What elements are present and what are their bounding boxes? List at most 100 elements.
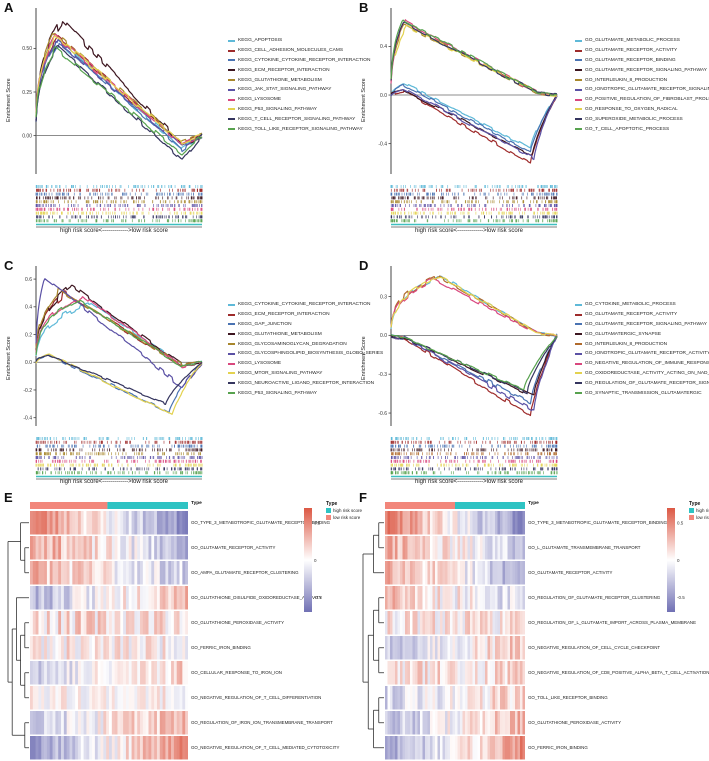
legend-item: KEGG_JAK_STAT_SIGNALING_PATHWAY — [228, 85, 370, 95]
legend-swatch — [575, 88, 582, 91]
gene-set-name: KEGG_LYSOSOME — [238, 361, 282, 367]
rug-row — [390, 444, 558, 448]
es-curve — [35, 278, 203, 388]
legend-item: GO_CYTOKINE_METABOLIC_PROCESS — [575, 300, 709, 310]
rug-row — [35, 211, 203, 215]
legend-item: GO_GLUTAMATE_RECEPTOR_SIGNALING_PATHWAY — [575, 65, 709, 75]
legend-item: GO_GLUTAMATERGIC_SYNAPSE — [575, 329, 709, 339]
svg-text:0.0: 0.0 — [380, 333, 387, 339]
panel-letter: B — [359, 0, 369, 15]
annotation-title: Type — [528, 501, 539, 506]
svg-text:-0.4: -0.4 — [23, 415, 32, 421]
svg-text:-0.3: -0.3 — [378, 372, 387, 378]
panel-c: C Enrichment Score 0.6 0.4 0.2 0.0 -0.2 -0.4 … — [0, 258, 383, 488]
heatmap-row-label: GO_GLUTAMATE_RECEPTOR_ACTIVITY — [191, 545, 276, 550]
rug-row — [36, 437, 203, 440]
svg-text:0.4: 0.4 — [25, 305, 32, 311]
type-legend-title: Type — [689, 501, 701, 507]
rug-row — [35, 440, 203, 444]
legend-item: GO_RESPONSE_TO_OXYGEN_RADICAL — [575, 105, 709, 115]
annotation-segment — [30, 502, 108, 509]
svg-text:0.00: 0.00 — [22, 133, 32, 139]
heatmap-row-label: GO_AMPA_GLUTAMATE_RECEPTOR_CLUSTERING — [191, 570, 299, 575]
legend-swatch — [575, 108, 582, 111]
es-curve — [35, 38, 203, 146]
heatmap-cells — [30, 511, 188, 760]
legend-item: GO_IONOTROPIC_GLUTAMATE_RECEPTOR_SIGNALI… — [575, 85, 709, 95]
es-curve — [390, 335, 558, 412]
legend-item: KEGG_T_CELL_RECEPTOR_SIGNALING_PATHWAY — [228, 114, 370, 124]
legend-item: GO_SYNAPTIC_TRANSMISSION_GLUTAMATERGIC — [575, 388, 709, 398]
gene-hit-rug — [35, 185, 203, 228]
legend-item: KEGG_P53_SIGNALING_PATHWAY — [228, 388, 383, 398]
rug-row — [390, 440, 558, 444]
legend-item: KEGG_CYTOKINE_CYTOKINE_RECEPTOR_INTERACT… — [228, 56, 370, 66]
legend-item: KEGG_ECM_RECEPTOR_INTERACTION — [228, 310, 383, 320]
legend-item: GO_GLUTAMATE_RECEPTOR_ACTIVITY — [575, 310, 709, 320]
legend-swatch — [228, 333, 235, 336]
gene-set-name: GO_GLUTAMATERGIC_SYNAPSE — [585, 331, 662, 337]
legend-swatch — [228, 303, 235, 306]
gene-set-name: KEGG_JAK_STAT_SIGNALING_PATHWAY — [238, 87, 332, 93]
es-curve — [390, 21, 558, 97]
legend-item: KEGG_TOLL_LIKE_RECEPTOR_SIGNALING_PATHWA… — [228, 124, 370, 134]
legend-swatch — [575, 352, 582, 355]
annotation-segment — [107, 502, 188, 509]
gene-set-name: GO_GLUTAMATE_RECEPTOR_ACTIVITY — [585, 312, 678, 318]
gene-set-name: KEGG_ECM_RECEPTOR_INTERACTION — [238, 67, 330, 73]
es-curve — [35, 290, 203, 367]
gene-set-name: KEGG_CYTOKINE_CYTOKINE_RECEPTOR_INTERACT… — [238, 302, 371, 308]
gene-hit-rug — [390, 185, 558, 228]
rug-row — [36, 444, 203, 448]
legend-item: GO_T_CELL_APOPTOTIC_PROCESS — [575, 124, 709, 134]
gene-set-name: GO_RESPONSE_TO_OXYGEN_RADICAL — [585, 106, 678, 112]
enrichment-plot: 0.50 0.25 0.00 — [22, 8, 203, 174]
legend-swatch — [228, 49, 235, 52]
legend-swatch — [575, 98, 582, 101]
legend-swatch — [228, 362, 235, 365]
heatmap-row — [30, 661, 188, 685]
gene-set-name: GO_GLUTAMATE_RECEPTOR_SIGNALING_PATHWAY — [585, 321, 707, 327]
heatmap-row — [385, 561, 525, 585]
rug-row — [35, 459, 202, 463]
type-annotation-bar — [30, 502, 188, 509]
legend-item: KEGG_LYSOSOME — [228, 359, 383, 369]
legend-item: KEGG_LYSOSOME — [228, 95, 370, 105]
es-curve — [390, 334, 558, 417]
type-legend-swatch — [326, 515, 331, 520]
type-legend-title: Type — [326, 501, 338, 507]
panel-letter: F — [359, 490, 367, 505]
heatmap-row — [385, 536, 525, 560]
rug-row — [35, 200, 203, 204]
heatmap-row-label: GO_NEGATIVE_REGULATION_OF_T_CELL_MEDIATE… — [191, 745, 340, 750]
rug-row — [390, 463, 558, 467]
heatmap-row — [385, 661, 525, 685]
heatmap-row — [30, 711, 188, 735]
legend-swatch — [575, 323, 582, 326]
heatmap-row-label: GO_GLUTATHIONE_PEROXIDASE_ACTIVITY — [528, 720, 622, 725]
heatmap-row-label: GO_NEGATIVE_REGULATION_OF_CELL_CYCLE_CHE… — [528, 645, 661, 650]
legend-item: GO_IONOTROPIC_GLUTAMATE_RECEPTOR_ACTIVIT… — [575, 349, 709, 359]
legend-item: GO_INTERLEUKIN_8_PRODUCTION — [575, 75, 709, 85]
heatmap-row-label: GO_GLUTATHIONE_PEROXIDASE_ACTIVITY — [191, 620, 285, 625]
panel-d: D Enrichment Score 0.3 0.0 -0.3 -0.6 high r… — [355, 258, 709, 488]
legend-swatch — [228, 313, 235, 316]
legend-swatch — [228, 128, 235, 131]
heatmap-row-label: GO_CELLULAR_RESPONSE_TO_IRON_ION — [191, 670, 282, 675]
rug-row — [35, 463, 203, 467]
legend-swatch — [228, 79, 235, 82]
svg-text:0.0: 0.0 — [25, 360, 32, 366]
legend-swatch — [228, 343, 235, 346]
legend-swatch — [575, 333, 582, 336]
legend-swatch — [575, 362, 582, 365]
rug-row — [390, 204, 558, 207]
rug-row — [391, 211, 558, 215]
heatmap-row-label: GO_REGULATION_OF_GLUTAMATE_RECEPTOR_CLUS… — [528, 595, 661, 600]
legend-item: GO_POSITIVE_REGULATION_OF_FIBROBLAST_PRO… — [575, 95, 709, 105]
legend-item: KEGG_P53_SIGNALING_PATHWAY — [228, 105, 370, 115]
gene-set-name: GO_SYNAPTIC_TRANSMISSION_GLUTAMATERGIC — [585, 390, 702, 396]
heatmap-row — [30, 511, 188, 535]
gene-set-name: KEGG_CELL_ADHESION_MOLECULES_CAMS — [238, 48, 344, 54]
gene-set-name: GO_IONOTROPIC_GLUTAMATE_RECEPTOR_ACTIVIT… — [585, 351, 709, 357]
legend-item: GO_OXIDOREDUCTASE_ACTIVITY_ACTING_ON_NAD… — [575, 369, 709, 379]
